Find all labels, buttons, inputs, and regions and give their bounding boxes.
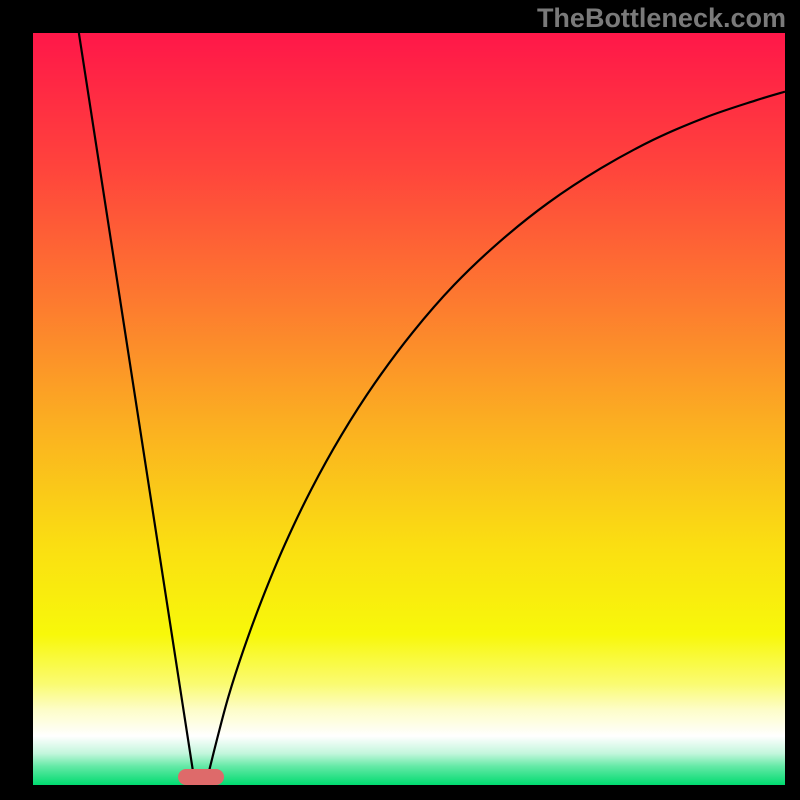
bottleneck-marker [178, 769, 224, 785]
chart-container: TheBottleneck.com [0, 0, 800, 800]
plot-background [33, 33, 785, 785]
plot-area [33, 33, 785, 785]
curve-overlay [33, 33, 785, 785]
watermark-text: TheBottleneck.com [537, 3, 786, 34]
